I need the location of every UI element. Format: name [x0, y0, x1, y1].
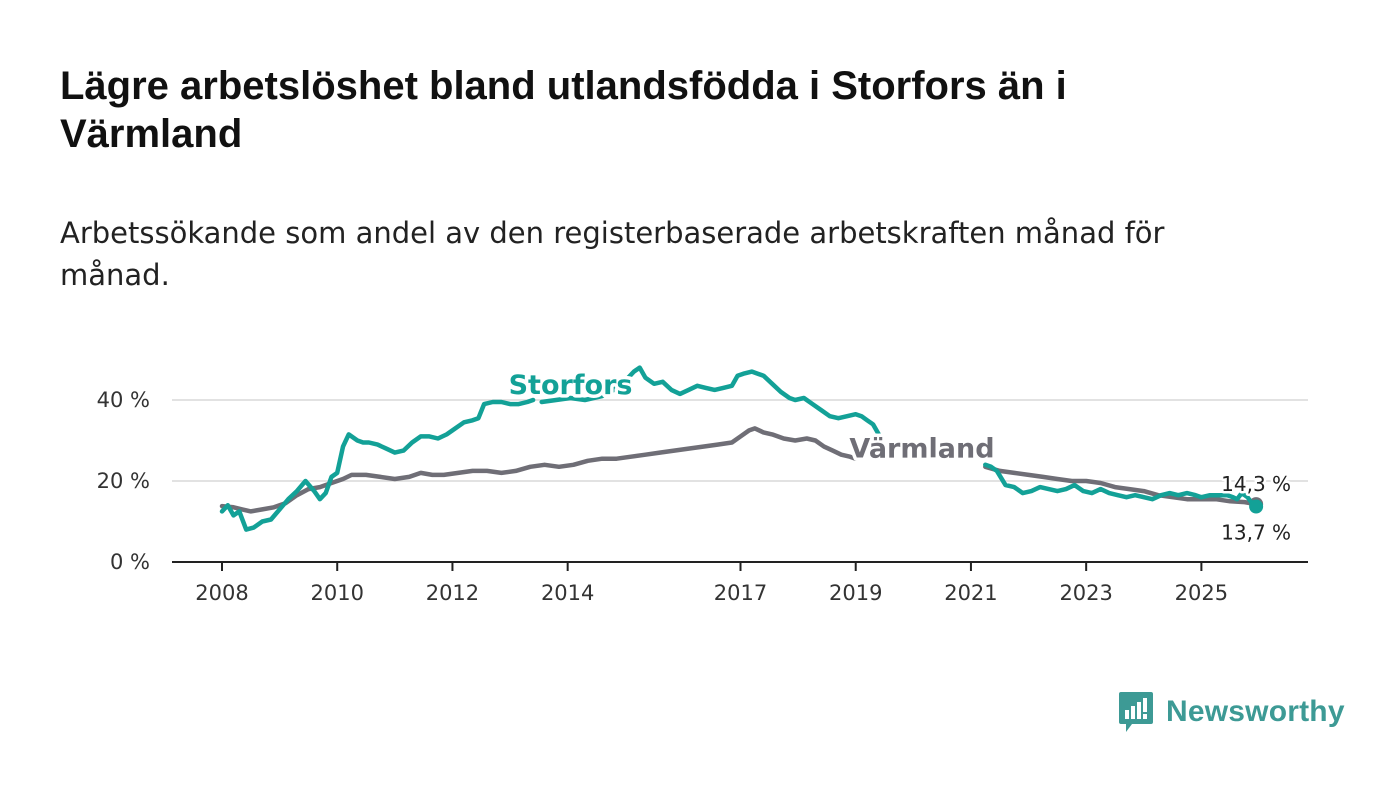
series-label-storfors: Storfors: [509, 370, 633, 401]
bar-chart-icon: [1119, 692, 1153, 732]
chart-title: Lägre arbetslöshet bland utlandsfödda i …: [60, 64, 1067, 156]
y-axis: 0 % 20 % 40 %: [97, 388, 150, 574]
series-vrmland: [219, 426, 1264, 514]
x-axis: 2008 2010 2012 2014 2017 2019 2021 2023 2025: [172, 561, 1308, 605]
series-lines: [219, 365, 1264, 532]
series-labels: Storfors Värmland 14,3 % 13,7 %: [505, 366, 1293, 547]
series-line-segment: [983, 462, 1259, 512]
x-tick-label: 2008: [195, 581, 248, 605]
chart-subtitle: Arbetssökande som andel av den registerb…: [60, 216, 1165, 292]
x-tick-label: 2014: [541, 581, 594, 605]
brand-logo: Newsworthy: [1118, 690, 1345, 734]
series-line-segment: [219, 426, 858, 514]
line-chart: 2008 2010 2012 2014 2017 2019 2021 2023 2025 0 %…: [97, 365, 1308, 605]
x-tick-label: 2021: [944, 581, 997, 605]
end-value-label: 13,7 %: [1221, 521, 1291, 545]
x-tick-label: 2025: [1175, 581, 1228, 605]
end-point-marker: [1249, 499, 1264, 514]
brand-name: Newsworthy: [1166, 695, 1345, 728]
end-value-label: 14,3 %: [1221, 472, 1291, 496]
series-line-segment: [983, 464, 1259, 507]
y-tick-label: 40 %: [97, 388, 150, 412]
y-tick-label: 20 %: [97, 469, 150, 493]
x-tick-label: 2019: [829, 581, 882, 605]
x-tick-label: 2012: [426, 581, 479, 605]
x-tick-label: 2017: [714, 581, 767, 605]
series-line-segment: [539, 365, 883, 439]
gridlines: [172, 399, 1308, 482]
series-line-segment: [219, 397, 536, 532]
y-tick-label: 0 %: [110, 550, 150, 574]
series-storfors: [219, 365, 1264, 532]
series-label-vrmland: Värmland: [849, 434, 994, 465]
x-tick-label: 2023: [1059, 581, 1112, 605]
x-tick-label: 2010: [310, 581, 363, 605]
